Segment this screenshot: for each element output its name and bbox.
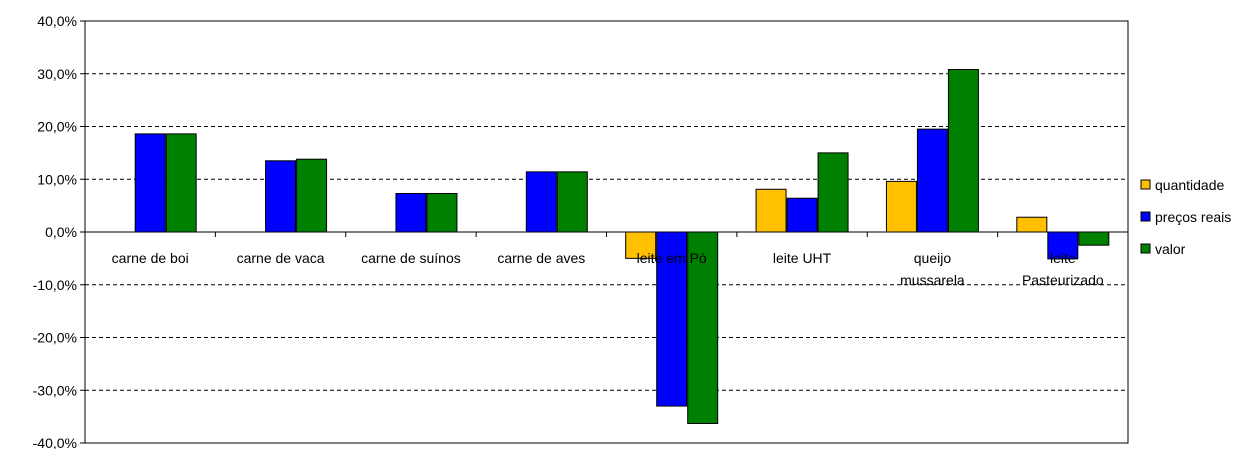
- bar-valor: [165, 133, 197, 233]
- category-label: leite UHT: [773, 250, 832, 266]
- bar-preços-reais: [395, 192, 427, 233]
- legend-label: valor: [1155, 241, 1186, 257]
- bar-valor: [1078, 231, 1110, 246]
- bar-preços-reais: [916, 128, 948, 233]
- legend: quantidade preços reais valor: [1140, 177, 1231, 257]
- legend-swatch: [1140, 243, 1151, 254]
- y-axis-tick-labels: 40,0% 30,0% 20,0% 10,0% 0,0% -10,0% -20,0% -30,…: [33, 13, 77, 449]
- legend-label: preços reais: [1155, 209, 1231, 225]
- bar-valor: [426, 192, 458, 233]
- y-tick-label: -30,0%: [33, 382, 77, 398]
- category-label: carne de aves: [497, 250, 585, 266]
- bar-valor: [947, 69, 979, 233]
- y-tick-label: 10,0%: [37, 171, 77, 187]
- bar-valor: [817, 152, 849, 233]
- category-label: carne de vaca: [237, 250, 325, 266]
- bar-quantidade: [885, 180, 917, 233]
- category-label: mussarela: [900, 272, 965, 288]
- y-tick-label: 30,0%: [37, 66, 77, 82]
- bar-quantidade: [755, 188, 787, 233]
- legend-label: quantidade: [1155, 177, 1225, 193]
- bar-preços-reais: [786, 197, 818, 233]
- category-label: queijo: [914, 250, 952, 266]
- y-tick-label: -40,0%: [33, 435, 77, 449]
- y-tick-label: -10,0%: [33, 277, 77, 293]
- category-label: carne de boi: [112, 250, 189, 266]
- bar-valor: [687, 231, 719, 424]
- category-label: leite em Pó: [637, 250, 707, 266]
- bars: [134, 69, 1110, 424]
- bar-preços-reais: [525, 171, 557, 233]
- y-tick-label: 0,0%: [45, 224, 77, 240]
- category-labels: carne de boi carne de vaca carne de suínos…: [112, 250, 1104, 288]
- y-tick-label: 40,0%: [37, 13, 77, 29]
- bar-preços-reais: [134, 133, 166, 233]
- category-label: Pasteurizado: [1022, 272, 1104, 288]
- bar-preços-reais: [265, 160, 297, 233]
- y-tick-label: 20,0%: [37, 119, 77, 135]
- category-label: carne de suínos: [361, 250, 461, 266]
- bar-valor: [556, 171, 588, 233]
- axes: [80, 20, 1129, 444]
- bar-preços-reais: [1047, 231, 1079, 260]
- y-tick-label: -20,0%: [33, 330, 77, 346]
- bar-quantidade: [1016, 216, 1048, 233]
- legend-swatch: [1140, 211, 1151, 222]
- bar-quantidade: [625, 231, 657, 259]
- category-label: leite: [1050, 250, 1076, 266]
- legend-swatch: [1140, 179, 1151, 190]
- bar-valor: [296, 158, 328, 233]
